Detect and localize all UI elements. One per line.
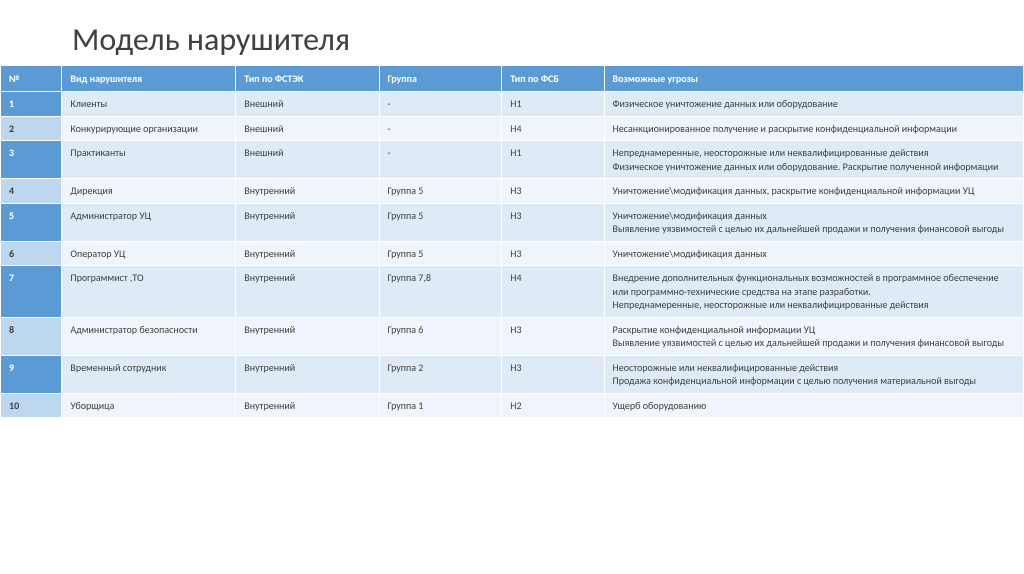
cell-threat: Уничтожение\модификация данных Выявление… — [604, 203, 1023, 241]
table-row: 3ПрактикантыВнешний-Н1Непреднамеренные, … — [1, 141, 1024, 179]
cell-fstek: Внутренний — [236, 179, 379, 204]
table-row: 4ДирекцияВнутреннийГруппа 5Н3Уничтожение… — [1, 179, 1024, 204]
cell-fsb: Н3 — [502, 241, 604, 266]
cell-num: 10 — [1, 393, 62, 418]
table-row: 9Временный сотрудникВнутреннийГруппа 2Н3… — [1, 355, 1024, 393]
col-header-group: Группа — [379, 66, 502, 92]
cell-num: 2 — [1, 116, 62, 141]
cell-threat: Неосторожные или неквалифицированные дей… — [604, 355, 1023, 393]
cell-threat: Уничтожение\модификация данных — [604, 241, 1023, 266]
cell-group: Группа 5 — [379, 179, 502, 204]
cell-fstek: Внутренний — [236, 241, 379, 266]
cell-group: Группа 5 — [379, 241, 502, 266]
cell-group: - — [379, 141, 502, 179]
cell-type: Временный сотрудник — [62, 355, 236, 393]
cell-fstek: Внешний — [236, 92, 379, 117]
col-header-type: Вид нарушителя — [62, 66, 236, 92]
cell-fsb: Н3 — [502, 317, 604, 355]
cell-fstek: Внутренний — [236, 266, 379, 318]
page-title: Модель нарушителя — [0, 0, 1024, 65]
table-header-row: № Вид нарушителя Тип по ФСТЭК Группа Тип… — [1, 66, 1024, 92]
slide: Модель нарушителя № Вид нарушителя Тип п… — [0, 0, 1024, 574]
cell-threat: Внедрение дополнительных функциональных … — [604, 266, 1023, 318]
cell-type: Практиканты — [62, 141, 236, 179]
cell-group: Группа 7,8 — [379, 266, 502, 318]
table-row: 7Программист ,ТОВнутреннийГруппа 7,8Н4Вн… — [1, 266, 1024, 318]
col-header-fstek: Тип по ФСТЭК — [236, 66, 379, 92]
cell-fsb: Н4 — [502, 116, 604, 141]
cell-type: Клиенты — [62, 92, 236, 117]
cell-group: - — [379, 92, 502, 117]
col-header-fsb: Тип по ФСБ — [502, 66, 604, 92]
table-row: 10УборщицаВнутреннийГруппа 1Н2Ущерб обор… — [1, 393, 1024, 418]
cell-num: 5 — [1, 203, 62, 241]
cell-threat: Уничтожение\модификация данных, раскрыти… — [604, 179, 1023, 204]
cell-num: 1 — [1, 92, 62, 117]
cell-group: Группа 6 — [379, 317, 502, 355]
cell-fstek: Внутренний — [236, 355, 379, 393]
cell-threat: Непреднамеренные, неосторожные или неква… — [604, 141, 1023, 179]
cell-fstek: Внутренний — [236, 317, 379, 355]
cell-type: Программист ,ТО — [62, 266, 236, 318]
cell-fstek: Внутренний — [236, 203, 379, 241]
cell-fstek: Внешний — [236, 141, 379, 179]
cell-threat: Раскрытие конфиденциальной информации УЦ… — [604, 317, 1023, 355]
table-row: 5Администратор УЦВнутреннийГруппа 5Н3Уни… — [1, 203, 1024, 241]
cell-threat: Ущерб оборудованию — [604, 393, 1023, 418]
cell-group: Группа 1 — [379, 393, 502, 418]
cell-num: 3 — [1, 141, 62, 179]
cell-threat: Физическое уничтожение данных или оборуд… — [604, 92, 1023, 117]
cell-type: Дирекция — [62, 179, 236, 204]
cell-group: Группа 5 — [379, 203, 502, 241]
cell-num: 8 — [1, 317, 62, 355]
cell-type: Администратор УЦ — [62, 203, 236, 241]
cell-num: 9 — [1, 355, 62, 393]
cell-group: - — [379, 116, 502, 141]
table-row: 1КлиентыВнешний-Н1Физическое уничтожение… — [1, 92, 1024, 117]
cell-num: 7 — [1, 266, 62, 318]
table-row: 2Конкурирующие организацииВнешний-Н4Неса… — [1, 116, 1024, 141]
col-header-threat: Возможные угрозы — [604, 66, 1023, 92]
cell-type: Администратор безопасности — [62, 317, 236, 355]
col-header-num: № — [1, 66, 62, 92]
cell-threat: Несанкционированное получение и раскрыти… — [604, 116, 1023, 141]
intruder-table: № Вид нарушителя Тип по ФСТЭК Группа Тип… — [0, 65, 1024, 418]
cell-num: 4 — [1, 179, 62, 204]
cell-fsb: Н1 — [502, 92, 604, 117]
cell-fstek: Внутренний — [236, 393, 379, 418]
cell-group: Группа 2 — [379, 355, 502, 393]
cell-fsb: Н4 — [502, 266, 604, 318]
cell-type: Оператор УЦ — [62, 241, 236, 266]
cell-num: 6 — [1, 241, 62, 266]
cell-fsb: Н3 — [502, 203, 604, 241]
cell-type: Уборщица — [62, 393, 236, 418]
cell-fstek: Внешний — [236, 116, 379, 141]
cell-fsb: Н2 — [502, 393, 604, 418]
cell-fsb: Н3 — [502, 179, 604, 204]
cell-type: Конкурирующие организации — [62, 116, 236, 141]
table-row: 8Администратор безопасностиВнутреннийГру… — [1, 317, 1024, 355]
cell-fsb: Н3 — [502, 355, 604, 393]
cell-fsb: Н1 — [502, 141, 604, 179]
table-row: 6Оператор УЦВнутреннийГруппа 5Н3Уничтоже… — [1, 241, 1024, 266]
